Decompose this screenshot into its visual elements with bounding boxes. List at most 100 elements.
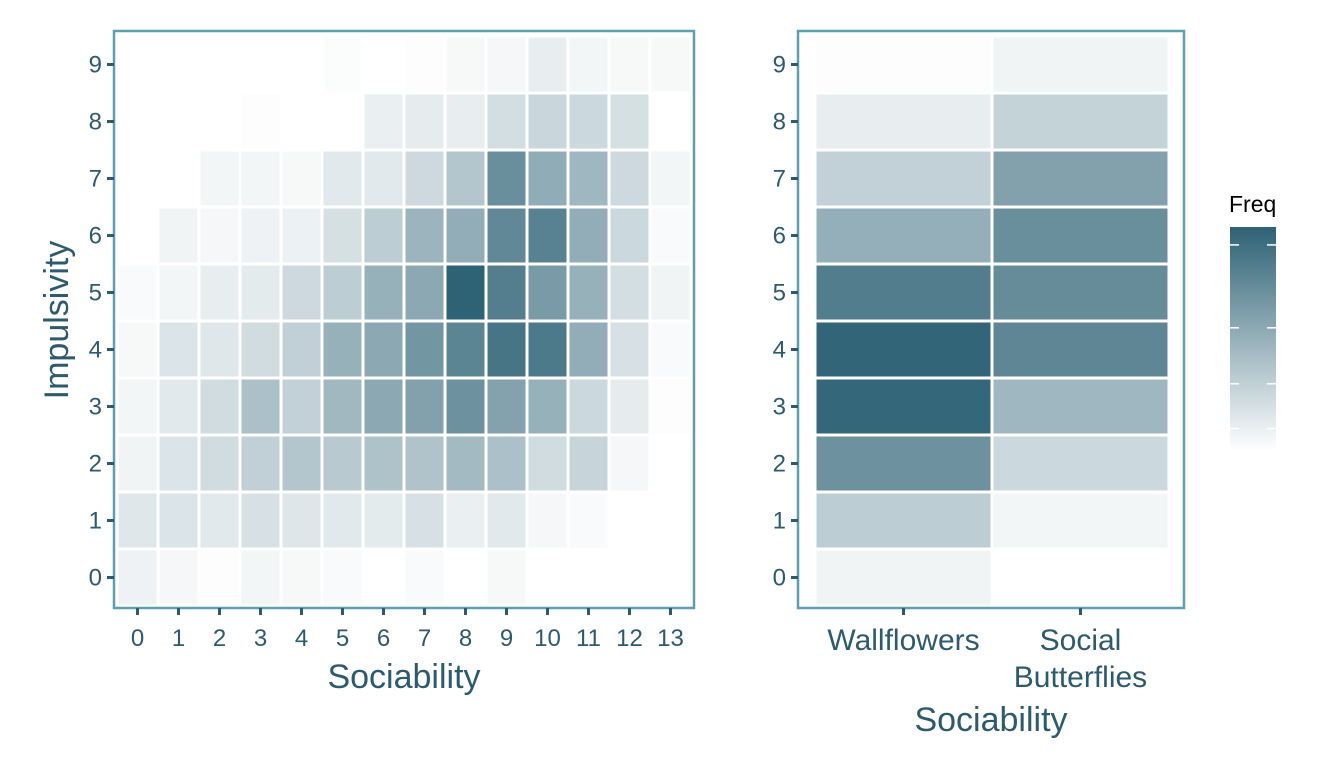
y-tick-label: 2 [773, 451, 786, 478]
heatmap-cell [528, 550, 567, 605]
heatmap-right-x-ticks: Wallflowers Social Butterflies [827, 608, 1147, 694]
heatmap-cell [323, 94, 362, 149]
heatmap-right-cells [816, 37, 1168, 605]
heatmap-cell [487, 493, 526, 548]
y-tick-label: 5 [773, 280, 786, 307]
heatmap-cell [118, 208, 157, 263]
y-tick-label: 3 [89, 394, 102, 421]
heatmap-cell [993, 94, 1168, 149]
heatmap-cell [159, 379, 198, 434]
heatmap-cell [405, 379, 444, 434]
heatmap-cell [241, 493, 280, 548]
heatmap-cell [528, 94, 567, 149]
heatmap-cell [159, 94, 198, 149]
legend-title: Freq [1229, 191, 1276, 217]
heatmap-cell [323, 322, 362, 377]
heatmap-cell [241, 436, 280, 491]
y-tick-label: 2 [89, 451, 102, 478]
heatmap-cell [323, 379, 362, 434]
heatmap-cell [569, 550, 608, 605]
heatmap-right-border [796, 29, 1186, 610]
heatmap-cell [528, 37, 567, 92]
x-tick-label: 9 [500, 625, 513, 652]
legend: Freq [1229, 191, 1276, 451]
heatmap-cell [282, 493, 321, 548]
heatmap-cell [569, 94, 608, 149]
heatmap-cell [118, 436, 157, 491]
y-tick-label: 5 [89, 280, 102, 307]
heatmap-cell [282, 436, 321, 491]
heatmap-cell [282, 37, 321, 92]
x-tick-label: 3 [254, 625, 267, 652]
heatmap-cell [118, 493, 157, 548]
heatmap-cell [364, 550, 403, 605]
heatmap-cell [405, 37, 444, 92]
heatmap-cell [200, 151, 239, 206]
heatmap-cell [364, 151, 403, 206]
heatmap-cell [569, 379, 608, 434]
heatmap-cell [528, 322, 567, 377]
y-tick-label: 7 [89, 166, 102, 193]
heatmap-cell [569, 493, 608, 548]
y-tick-label: 1 [89, 508, 102, 535]
heatmap-cell [993, 379, 1168, 434]
heatmap-cell [405, 550, 444, 605]
heatmap-cell [364, 322, 403, 377]
heatmap-cell [569, 322, 608, 377]
heatmap-cell [241, 208, 280, 263]
heatmap-cell [487, 94, 526, 149]
heatmap-cell [159, 208, 198, 263]
heatmap-cell [405, 493, 444, 548]
heatmap-cell [610, 493, 649, 548]
heatmap-cell [323, 493, 362, 548]
heatmap-cell [446, 379, 485, 434]
heatmap-left-x-ticks: 0 1 2 3 4 5 6 7 8 9 10 11 12 13 [131, 608, 684, 652]
heatmap-cell [569, 37, 608, 92]
heatmap-cell [569, 151, 608, 206]
heatmap-cell [651, 265, 690, 320]
heatmap-cell [282, 151, 321, 206]
heatmap-cell [282, 550, 321, 605]
heatmap-cell [610, 37, 649, 92]
heatmap-cell [364, 436, 403, 491]
heatmap-cell [610, 436, 649, 491]
heatmap-cell [323, 550, 362, 605]
heatmap-cell [282, 322, 321, 377]
y-tick-label: 6 [89, 223, 102, 250]
heatmap-cell [118, 151, 157, 206]
y-tick-label: 6 [773, 223, 786, 250]
heatmap-cell [487, 322, 526, 377]
heatmap-cell [405, 94, 444, 149]
heatmap-cell [159, 151, 198, 206]
heatmap-cell [118, 379, 157, 434]
heatmap-cell [816, 436, 991, 491]
heatmap-cell [816, 37, 991, 92]
heatmap-cell [569, 436, 608, 491]
heatmap-cell [528, 493, 567, 548]
heatmap-cell [569, 208, 608, 263]
heatmap-cell [816, 151, 991, 206]
heatmap-cell [816, 322, 991, 377]
heatmap-cell [446, 94, 485, 149]
heatmap-cell [241, 379, 280, 434]
heatmap-cell [816, 493, 991, 548]
heatmap-cell [364, 94, 403, 149]
heatmap-cell [200, 550, 239, 605]
heatmap-cell [323, 208, 362, 263]
heatmap-cell [528, 151, 567, 206]
heatmap-cell [487, 550, 526, 605]
legend-ticks [1230, 244, 1276, 430]
heatmap-left-x-axis-title: Sociability [327, 658, 480, 696]
y-tick-label: 9 [89, 52, 102, 79]
y-tick-label: 1 [773, 508, 786, 535]
y-tick-label: 4 [89, 337, 102, 364]
heatmap-cell [200, 208, 239, 263]
x-tick-label: 6 [377, 625, 390, 652]
heatmap-cell [323, 436, 362, 491]
heatmap-cell [528, 436, 567, 491]
heatmap-cell [993, 493, 1168, 548]
heatmap-cell [816, 550, 991, 605]
heatmap-left-y-axis-title: Impulsivity [38, 241, 76, 400]
heatmap-cell [816, 265, 991, 320]
